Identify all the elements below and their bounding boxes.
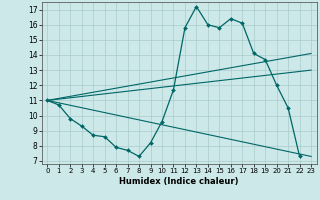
X-axis label: Humidex (Indice chaleur): Humidex (Indice chaleur) (119, 177, 239, 186)
